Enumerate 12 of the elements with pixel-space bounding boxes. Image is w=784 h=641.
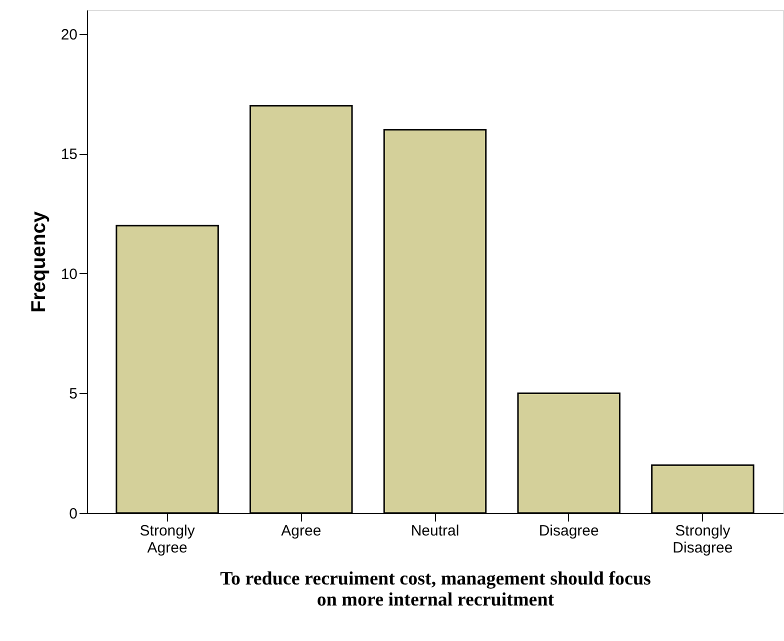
y-tick-label: 20 bbox=[60, 26, 78, 44]
x-tick-label: Neutral bbox=[410, 522, 460, 540]
x-tick-label: Strongly Disagree bbox=[672, 522, 733, 556]
y-axis-title: Frequency bbox=[28, 210, 50, 313]
x-tick-label: Agree bbox=[281, 522, 322, 540]
y-tick-label: 10 bbox=[60, 266, 78, 283]
x-axis-title: To reduce recruiment cost, management should focus on more internal recruitment bbox=[220, 568, 651, 610]
x-tick-label: Strongly Agree bbox=[140, 522, 196, 556]
y-tick-label: 0 bbox=[69, 506, 78, 522]
y-tick-label: 15 bbox=[60, 146, 78, 164]
x-tick-label: Disagree bbox=[538, 522, 599, 540]
y-tick-label: 5 bbox=[69, 386, 78, 403]
